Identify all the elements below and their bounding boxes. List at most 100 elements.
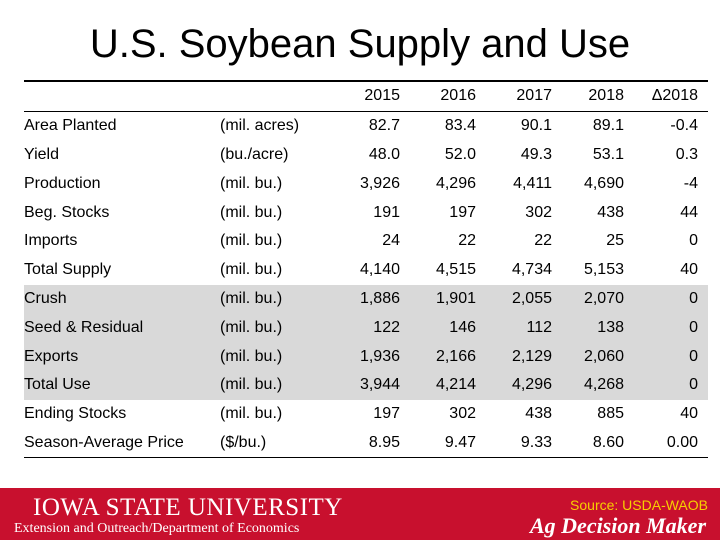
table-cell: 112 bbox=[476, 313, 552, 343]
table-cell: 302 bbox=[449, 405, 476, 423]
table-body: Area Planted (mil. acres) 82.7 83.4 90.1 89.1… bbox=[24, 111, 708, 459]
column-header-delta-2018: Δ2018 bbox=[624, 82, 708, 112]
table-cell: 9.47 bbox=[400, 428, 476, 459]
row-label: Area Planted bbox=[24, 117, 117, 135]
table-cell: 0 bbox=[624, 370, 708, 400]
iowa-state-university-logo: IOWA STATE UNIVERSITY bbox=[33, 494, 343, 521]
table-cell: -0.4 bbox=[670, 117, 698, 135]
table-row: Beg. Stocks (mil. bu.) 191 197 302 438 44 bbox=[24, 198, 708, 227]
row-label: Crush bbox=[24, 284, 220, 314]
row-label: Exports bbox=[24, 342, 220, 371]
row-unit: (mil. acres) bbox=[220, 117, 300, 135]
table-cell: 191 bbox=[373, 203, 400, 221]
table-cell: 48.0 bbox=[368, 145, 400, 163]
table-cell: 885 bbox=[597, 405, 624, 423]
table-header-row: 2015 2016 2017 2018 Δ2018 bbox=[24, 82, 708, 112]
table-cell: 4,690 bbox=[583, 174, 624, 192]
row-label: Seed & Residual bbox=[24, 313, 220, 343]
table-cell: 4,296 bbox=[476, 370, 552, 400]
row-unit: (mil. bu.) bbox=[220, 370, 332, 400]
table-cell: 4,214 bbox=[400, 370, 476, 400]
table-cell: 438 bbox=[597, 203, 624, 221]
row-unit: ($/bu.) bbox=[220, 428, 332, 459]
table-cell: 8.95 bbox=[332, 428, 400, 459]
table-cell: 197 bbox=[373, 405, 400, 423]
row-label: Beg. Stocks bbox=[24, 203, 110, 221]
footer-bar bbox=[0, 488, 720, 540]
table-cell: 138 bbox=[552, 313, 624, 343]
table-cell: 52.0 bbox=[444, 145, 476, 163]
table-cell: 302 bbox=[525, 203, 552, 221]
table-cell: 89.1 bbox=[592, 117, 624, 135]
row-label: Season-Average Price bbox=[24, 428, 220, 459]
table-cell: 5,153 bbox=[583, 261, 624, 279]
row-label: Ending Stocks bbox=[24, 405, 127, 423]
table-cell: 2,070 bbox=[552, 284, 624, 314]
table-cell: 122 bbox=[332, 313, 400, 343]
table-row: Season-Average Price ($/bu.) 8.95 9.47 9.33 8… bbox=[24, 428, 708, 459]
table-row: Ending Stocks (mil. bu.) 197 302 438 885 40 bbox=[24, 400, 708, 429]
source-note: Source: USDA-WAOB bbox=[570, 497, 708, 513]
table-cell: 83.4 bbox=[444, 117, 476, 135]
table-cell: 9.33 bbox=[476, 428, 552, 459]
supply-use-table: 2015 2016 2017 2018 Δ2018 Area Planted (m… bbox=[24, 82, 708, 459]
row-unit: (mil. bu.) bbox=[220, 342, 332, 371]
table-cell: 0 bbox=[624, 284, 708, 314]
row-unit: (mil. bu.) bbox=[220, 284, 332, 314]
table-row: Production (mil. bu.) 3,926 4,296 4,411 4,690… bbox=[24, 169, 708, 198]
row-label: Production bbox=[24, 174, 101, 192]
column-header bbox=[220, 82, 332, 112]
table-cell: 2,060 bbox=[552, 342, 624, 371]
table-cell: 4,268 bbox=[552, 370, 624, 400]
column-header bbox=[24, 82, 220, 112]
page-title: U.S. Soybean Supply and Use bbox=[89, 22, 631, 66]
footer-subtitle: Extension and Outreach/Department of Eco… bbox=[14, 521, 300, 536]
table-cell: -4 bbox=[683, 174, 698, 192]
column-header-2017: 2017 bbox=[476, 82, 552, 112]
table-cell: 1,936 bbox=[332, 342, 400, 371]
table-cell: 53.1 bbox=[592, 145, 624, 163]
table-cell: 8.60 bbox=[552, 428, 624, 459]
table-cell: 3,944 bbox=[332, 370, 400, 400]
table-cell: 90.1 bbox=[520, 117, 552, 135]
table-cell: 25 bbox=[606, 232, 624, 250]
table-cell: 44 bbox=[680, 203, 698, 221]
table-cell: 197 bbox=[449, 203, 476, 221]
table-cell: 24 bbox=[382, 232, 400, 250]
column-header-2015: 2015 bbox=[332, 82, 400, 112]
ag-decision-maker-logo: Ag Decision Maker bbox=[530, 513, 706, 538]
table-cell: 3,926 bbox=[359, 174, 400, 192]
table-cell: 0 bbox=[624, 342, 708, 371]
row-label: Imports bbox=[24, 232, 78, 250]
table-row: Crush (mil. bu.) 1,886 1,901 2,055 2,070 0 bbox=[24, 284, 708, 314]
table-cell: 4,734 bbox=[511, 261, 552, 279]
row-unit: (mil. bu.) bbox=[220, 232, 283, 250]
row-unit: (mil. bu.) bbox=[220, 174, 283, 192]
table-cell: 40 bbox=[680, 261, 698, 279]
title-divider bbox=[24, 80, 708, 82]
table-cell: 4,411 bbox=[513, 174, 552, 192]
table-cell: 146 bbox=[400, 313, 476, 343]
row-unit: (mil. bu.) bbox=[220, 313, 332, 343]
table-cell: 49.3 bbox=[520, 145, 552, 163]
column-header-2016: 2016 bbox=[400, 82, 476, 112]
table-row: Total Use (mil. bu.) 3,944 4,214 4,296 4,268 0 bbox=[24, 370, 708, 400]
row-unit: (mil. bu.) bbox=[220, 405, 283, 423]
table-row: Seed & Residual (mil. bu.) 122 146 112 138 0 bbox=[24, 313, 708, 343]
column-header-2018: 2018 bbox=[552, 82, 624, 112]
table-cell: 438 bbox=[525, 405, 552, 423]
table-row: Area Planted (mil. acres) 82.7 83.4 90.1 89.1… bbox=[24, 111, 708, 140]
table-cell: 4,296 bbox=[435, 174, 476, 192]
table-cell: 0.00 bbox=[624, 428, 708, 459]
table-cell: 2,055 bbox=[476, 284, 552, 314]
row-unit: (bu./acre) bbox=[220, 145, 289, 163]
table-cell: 0 bbox=[689, 232, 698, 250]
table-cell: 2,129 bbox=[476, 342, 552, 371]
table-cell: 22 bbox=[458, 232, 476, 250]
table-cell: 0 bbox=[624, 313, 708, 343]
table-cell: 0.3 bbox=[675, 145, 698, 163]
row-unit: (mil. bu.) bbox=[220, 261, 283, 279]
table-row: Yield (bu./acre) 48.0 52.0 49.3 53.1 0.3 bbox=[24, 141, 708, 170]
table-cell: 4,140 bbox=[359, 261, 400, 279]
row-unit: (mil. bu.) bbox=[220, 203, 283, 221]
